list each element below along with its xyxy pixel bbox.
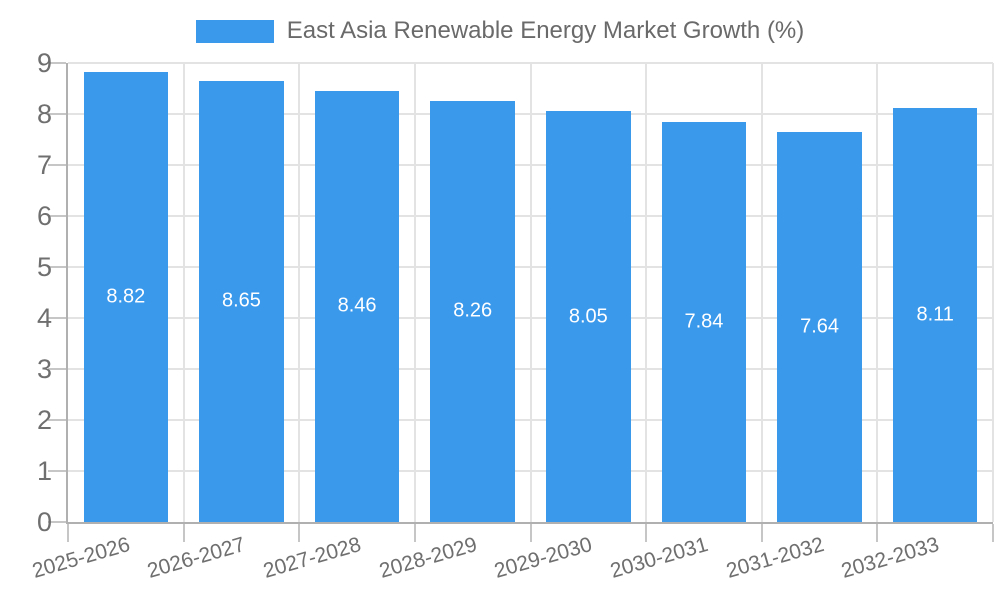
bar-value-label: 7.84 (684, 310, 724, 333)
y-tick (48, 368, 66, 370)
y-tick (48, 419, 66, 421)
x-tick (67, 524, 69, 542)
bar: 7.84 (661, 122, 747, 522)
x-tick-label: 2030-2031 (607, 532, 711, 583)
legend[interactable]: East Asia Renewable Energy Market Growth… (0, 14, 1000, 48)
x-tick (876, 524, 879, 542)
y-tick-label: 7 (36, 150, 52, 180)
x-gridline (876, 63, 879, 522)
y-axis-labels: 0 1 2 3 4 5 6 7 8 9 (0, 0, 52, 600)
bar: 8.82 (83, 72, 169, 522)
x-tick-label: 2028-2029 (376, 532, 480, 583)
y-tick (48, 62, 66, 64)
y-tick-label: 1 (36, 456, 52, 486)
x-tick (529, 524, 532, 542)
y-tick-label: 5 (36, 252, 52, 282)
y-tick (48, 266, 66, 268)
x-gridline (760, 63, 763, 522)
bar: 8.46 (314, 90, 400, 522)
legend-swatch (195, 19, 274, 43)
x-tick (298, 524, 301, 542)
bar-value-label: 8.11 (916, 303, 954, 326)
legend-label: East Asia Renewable Energy Market Growth… (286, 17, 805, 44)
y-tick (48, 521, 66, 523)
y-tick (48, 215, 66, 217)
bar-value-label: 7.64 (800, 315, 840, 338)
bar-value-label: 8.82 (106, 285, 146, 308)
x-axis-labels: 2025-2026 2026-2027 2027-2028 2028-2029 2029… (0, 532, 1000, 600)
x-tick (645, 524, 648, 542)
x-tick-label: 2027-2028 (260, 532, 364, 583)
bar-value-label: 8.65 (221, 289, 261, 312)
x-tick-label: 2026-2027 (145, 532, 249, 583)
y-tick-label: 6 (36, 201, 52, 231)
plot-area: 8.82 8.65 8.46 8.26 8.05 7.84 7.64 8.11 (48, 62, 994, 542)
x-tick-label: 2032-2033 (838, 532, 942, 583)
y-tick (48, 164, 66, 166)
bar: 8.11 (892, 108, 978, 522)
x-gridline (529, 63, 532, 522)
x-gridline (645, 63, 648, 522)
y-tick-label: 9 (36, 48, 52, 78)
y-tick-label: 4 (36, 303, 52, 333)
x-tick (413, 524, 416, 542)
bar: 8.05 (546, 111, 631, 522)
bar-value-label: 8.46 (337, 294, 377, 317)
bar: 8.65 (199, 80, 284, 522)
x-gridline (298, 63, 301, 522)
x-tick-label: 2029-2030 (492, 532, 595, 583)
bar: 8.26 (430, 100, 515, 522)
y-tick-label: 3 (36, 354, 52, 384)
x-gridline (413, 63, 416, 522)
x-tick-label: 2031-2032 (723, 532, 827, 583)
x-gridline (992, 63, 994, 522)
x-tick (992, 524, 994, 542)
y-tick (48, 470, 66, 472)
y-tick-label: 0 (36, 507, 52, 537)
y-tick-label: 2 (36, 405, 52, 435)
y-tick (48, 317, 66, 319)
x-tick-label: 2025-2026 (29, 532, 133, 583)
bar-value-label: 8.05 (568, 305, 608, 328)
x-tick (760, 524, 763, 542)
x-tick (182, 524, 185, 542)
y-tick (48, 113, 66, 115)
x-axis-line (66, 522, 993, 524)
y-axis-line (66, 63, 68, 522)
y-tick-label: 8 (36, 99, 52, 129)
bar: 7.64 (777, 132, 862, 522)
x-gridline (182, 63, 185, 522)
bar-value-label: 8.26 (453, 299, 493, 322)
